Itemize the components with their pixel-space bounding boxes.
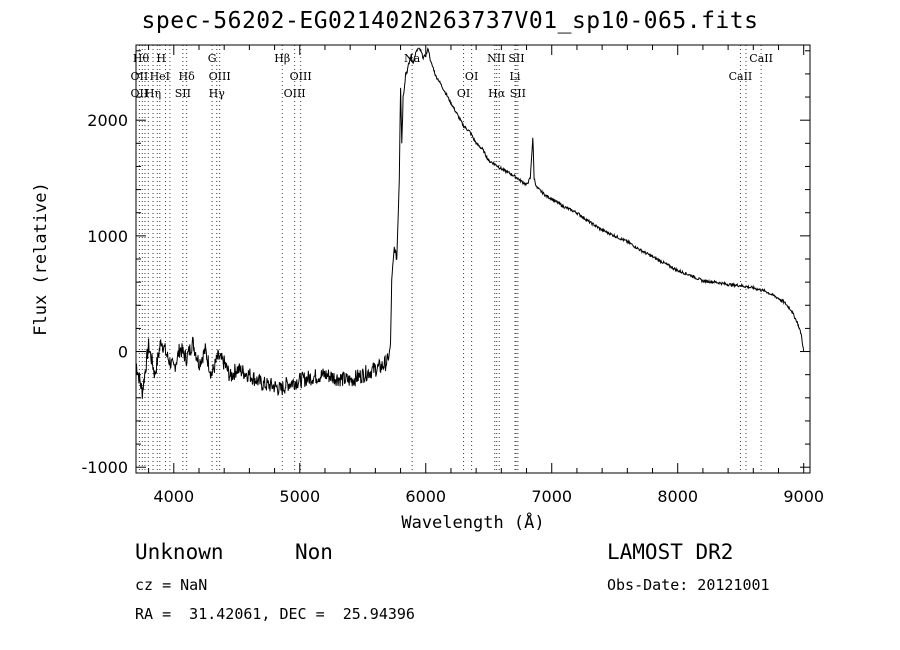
spectral-line-label: HeI	[150, 70, 170, 83]
spectral-line-label: OIII	[290, 70, 312, 83]
y-axis-label: Flux (relative)	[31, 182, 51, 336]
x-tick-label: 8000	[657, 487, 698, 506]
spectral-line-label: OI	[465, 70, 478, 83]
spectral-line-label: OI	[457, 87, 470, 100]
spectral-line-label: SII	[175, 87, 191, 100]
spectral-line-label: Hα	[488, 87, 506, 100]
subclass-label: Non	[295, 540, 333, 564]
x-tick-label: 5000	[279, 487, 320, 506]
coordinates-text: RA = 31.42061, DEC = 25.94396	[135, 605, 415, 623]
survey-label: LAMOST DR2	[607, 540, 734, 564]
obs-date-text: Obs-Date: 20121001	[607, 576, 770, 594]
spectral-line-label: Hη	[145, 87, 161, 100]
spectral-line-label: CaII	[729, 70, 753, 83]
y-tick-label: 2000	[87, 111, 128, 130]
plot-frame	[135, 44, 811, 474]
chart-title: spec-56202-EG021402N263737V01_sp10-065.f…	[141, 8, 759, 34]
spectral-line-label: OII	[131, 87, 149, 100]
x-tick-label: 6000	[405, 487, 446, 506]
spectral-line-label: OII	[131, 70, 149, 83]
x-axis-label: Wavelength (Å)	[401, 511, 544, 533]
class-label: Unknown	[135, 540, 224, 564]
spectral-line-label: OIII	[209, 70, 231, 83]
spectral-line-label: Li	[510, 70, 521, 83]
spectral-line-label: Na	[404, 52, 421, 65]
spectral-line-label: Hθ	[133, 52, 150, 65]
spectral-line-label: OIII	[284, 87, 306, 100]
spectrum-series-line	[135, 47, 805, 399]
spectral-line-label: CaII	[749, 52, 773, 65]
spectral-line-label: Hγ	[209, 87, 226, 100]
x-tick-label: 4000	[153, 487, 194, 506]
spectral-line-label: SII	[508, 52, 524, 65]
y-tick-label: 1000	[87, 227, 128, 246]
spectral-line-label: Hβ	[274, 52, 290, 65]
spectral-line-label: SII	[510, 87, 526, 100]
spectral-line-label: H	[156, 52, 166, 65]
spectral-line-label: NII	[487, 52, 505, 65]
redshift-text: cz = NaN	[135, 576, 208, 594]
y-tick-label: 0	[118, 343, 128, 362]
y-tick-label: -1000	[82, 458, 129, 477]
x-tick-label: 9000	[783, 487, 824, 506]
spectral-line-label: G	[208, 52, 217, 65]
x-tick-label: 7000	[531, 487, 572, 506]
spectral-line-label: Hδ	[179, 70, 196, 83]
